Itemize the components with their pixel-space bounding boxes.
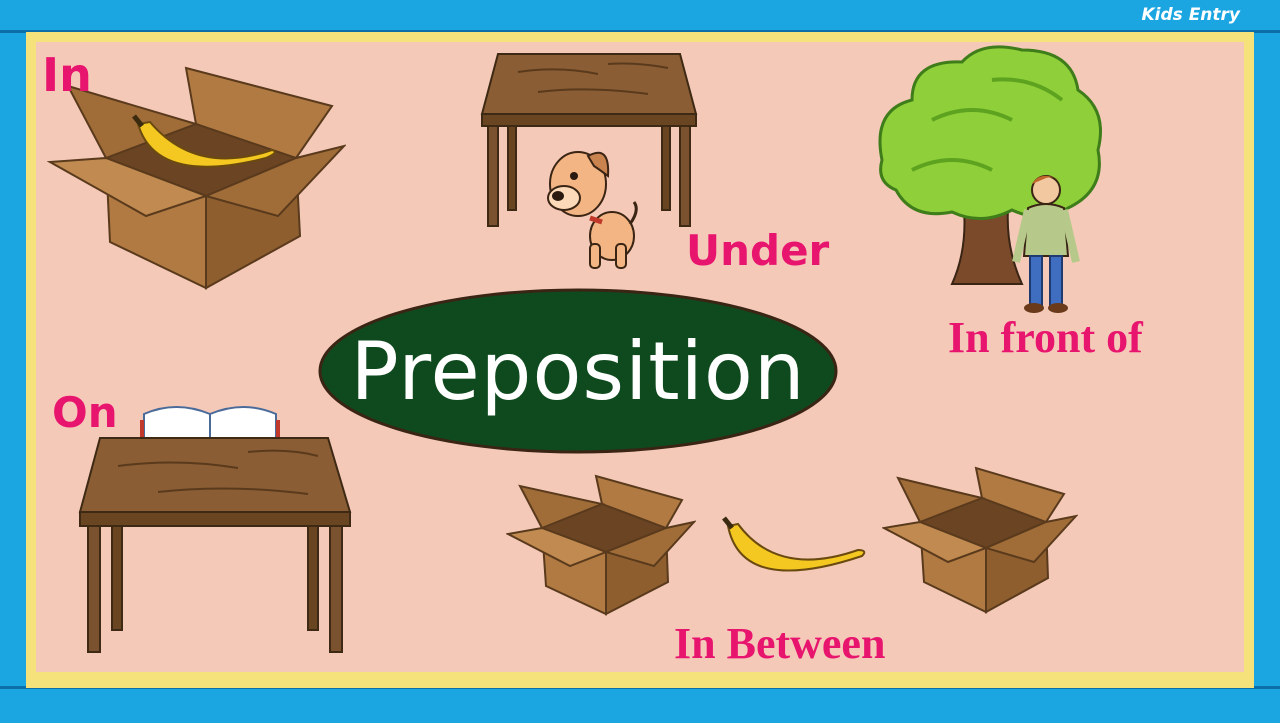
banana-icon [132,114,276,168]
dog-icon [547,151,638,269]
label-in-between: In Between [674,619,886,668]
page-title: Preposition [350,324,806,418]
label-in: In [42,48,92,102]
bottom-bar [0,686,1280,723]
oval-shape [318,288,838,454]
title-oval: Preposition [316,286,840,456]
banana-icon [722,516,866,572]
label-under: Under [686,226,830,275]
box-icon [506,474,696,616]
boy-icon [1012,175,1080,313]
brand-logo: Kids Entry [1141,5,1240,25]
label-in-front-of: In front of [948,313,1143,362]
label-on: On [52,388,118,437]
box-with-banana-icon [46,66,346,290]
top-bar [0,0,1280,33]
table-icon [480,53,698,227]
box-icon [882,466,1078,614]
table-icon [78,437,352,653]
